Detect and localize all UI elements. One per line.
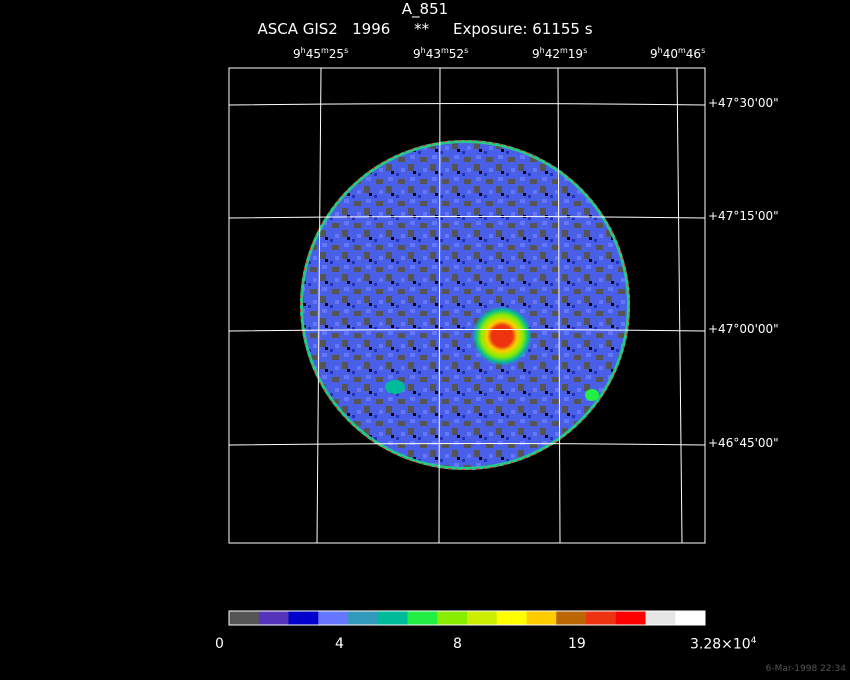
colorbar-swatch bbox=[467, 611, 498, 625]
colorbar-swatch bbox=[675, 611, 706, 625]
colorbar-swatch bbox=[645, 611, 676, 625]
colorbar-swatch bbox=[318, 611, 349, 625]
colorbar-swatch bbox=[556, 611, 587, 625]
dec-label-1: +47°30'00" bbox=[708, 96, 779, 110]
colorbar-label-2: 8 bbox=[453, 636, 462, 652]
colorbar-swatch bbox=[615, 611, 646, 625]
colorbar-swatch bbox=[437, 611, 468, 625]
plot-frame bbox=[228, 67, 706, 544]
observation-info: ASCA GIS2 1996 ** Exposure: 61155 s bbox=[257, 20, 593, 38]
object-title: A_851 bbox=[401, 0, 449, 18]
dec-label-2: +47°15'00" bbox=[708, 209, 779, 223]
cluster-emission bbox=[472, 306, 532, 366]
colorbar-frame bbox=[228, 610, 706, 626]
edge-source bbox=[585, 389, 599, 401]
colorbar-label-1: 4 bbox=[335, 636, 344, 652]
ra-label-2: 9h43m52s bbox=[413, 46, 469, 61]
colorbar-swatch bbox=[348, 611, 379, 625]
colorbar-label-max: 3.28×104 bbox=[690, 636, 757, 653]
dec-label-4: +46°45'00" bbox=[708, 436, 779, 450]
colorbar-label-0: 0 bbox=[215, 636, 224, 652]
faint-source bbox=[385, 380, 405, 394]
colorbar-swatch bbox=[407, 611, 438, 625]
colorbar-swatch bbox=[496, 611, 527, 625]
detector-field bbox=[300, 140, 630, 470]
colorbar-swatch bbox=[258, 611, 289, 625]
colorbar bbox=[229, 611, 706, 625]
colorbar-swatch bbox=[586, 611, 617, 625]
ra-label-3: 9h42m19s bbox=[532, 46, 588, 61]
timestamp: 6-Mar-1998 22:34 bbox=[765, 664, 846, 674]
ra-label-4: 9h40m46s bbox=[650, 46, 706, 61]
dec-label-3: +47°00'00" bbox=[708, 322, 779, 336]
colorbar-swatch bbox=[377, 611, 408, 625]
colorbar-swatch bbox=[229, 611, 260, 625]
colorbar-label-3: 19 bbox=[568, 636, 586, 652]
coordinate-grid bbox=[228, 67, 706, 544]
colorbar-swatch bbox=[288, 611, 319, 625]
ra-label-1: 9h45m25s bbox=[293, 46, 349, 61]
colorbar-swatch bbox=[526, 611, 557, 625]
